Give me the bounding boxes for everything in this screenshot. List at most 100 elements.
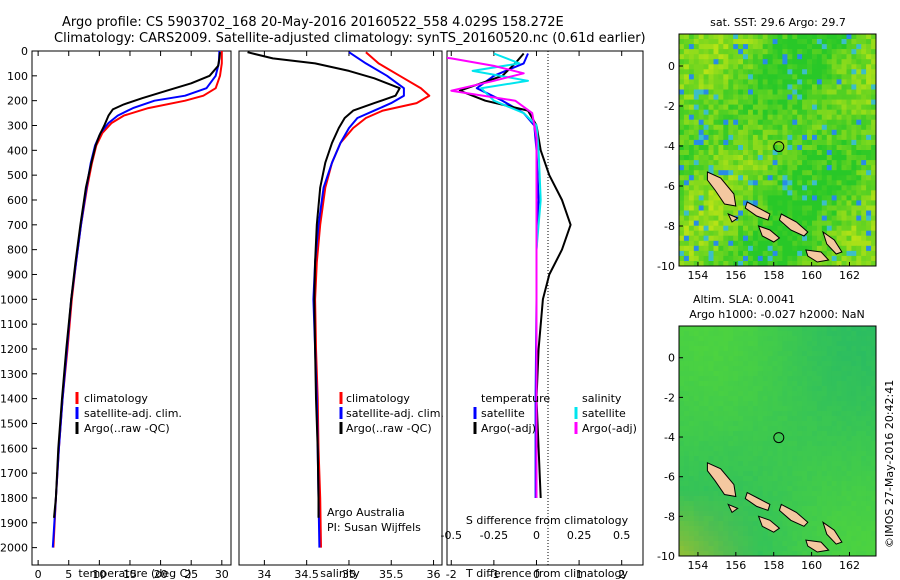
map-cell [782, 255, 788, 262]
map-cell [718, 536, 724, 542]
map-cell [713, 501, 719, 507]
map-cell [743, 64, 749, 70]
map-cell [708, 331, 714, 337]
map-cell [738, 155, 744, 161]
map-cell [738, 471, 744, 477]
map-cell [826, 94, 833, 101]
map-cell [698, 336, 705, 342]
map-cell [826, 160, 833, 166]
island [727, 213, 739, 223]
map-cell [812, 361, 818, 367]
map-cell [856, 69, 862, 75]
map-cell [688, 180, 695, 186]
map-cell [693, 200, 700, 206]
map-cell [777, 109, 783, 116]
map-cell [713, 109, 719, 116]
map-cell [743, 94, 749, 101]
map-cell [836, 336, 843, 342]
map-cell [816, 526, 823, 532]
map-cell [683, 64, 690, 70]
map-cell [723, 341, 729, 347]
map-cell [836, 94, 843, 101]
map-cell [762, 426, 769, 432]
map-cell [738, 461, 744, 467]
map-cell [871, 145, 876, 151]
map-cell [821, 69, 828, 75]
map-cell [871, 225, 876, 232]
x-tick-label: 162 [839, 269, 860, 282]
map-cell [708, 536, 714, 542]
map-cell [772, 386, 779, 392]
map-cell [787, 139, 793, 146]
map-cell [866, 170, 872, 176]
map-cell [693, 134, 700, 141]
map-cell [856, 230, 862, 237]
map-cell [772, 451, 779, 457]
map-cell [797, 124, 803, 131]
map-cell [846, 526, 852, 532]
map-cell [802, 486, 808, 492]
map-cell [688, 361, 695, 367]
map-cell [841, 456, 847, 462]
map-cell [743, 74, 749, 80]
map-cell [772, 326, 779, 332]
map-cell [679, 89, 685, 96]
map-cell [826, 145, 833, 151]
map-cell [723, 124, 729, 131]
map-cell [792, 155, 798, 161]
map-cell [866, 255, 872, 262]
map-cell [841, 351, 847, 357]
map-cell [767, 170, 774, 176]
map-cell [846, 109, 852, 116]
map-cell [831, 391, 838, 397]
map-cell [831, 180, 838, 186]
map-cell [708, 526, 714, 532]
map-cell [826, 114, 833, 121]
map-cell [821, 79, 828, 85]
map-cell [757, 205, 764, 212]
map-cell [772, 486, 779, 492]
figure-title-line1: Argo profile: CS 5903702_168 20-May-2016… [62, 15, 564, 30]
map-cell [866, 486, 872, 492]
map-cell [792, 346, 798, 352]
map-cell [807, 160, 813, 166]
map-cell [733, 481, 739, 487]
map-cell [683, 436, 690, 442]
map-cell [738, 129, 744, 136]
map-cell [688, 74, 695, 80]
map-cell [688, 381, 695, 387]
map-cell [782, 99, 788, 106]
map-cell [802, 245, 808, 252]
map-cell [856, 235, 862, 242]
map-cell [797, 160, 803, 166]
map-cell [777, 356, 783, 362]
map-cell [777, 205, 783, 212]
map-cell [757, 160, 764, 166]
map-cell [698, 119, 705, 126]
map-cell [866, 351, 872, 357]
map-cell [748, 521, 754, 527]
map-cell [679, 386, 685, 392]
map-cell [772, 124, 779, 131]
map-cell [802, 109, 808, 116]
map-cell [856, 336, 862, 342]
map-cell [792, 79, 798, 85]
map-cell [812, 185, 818, 191]
map-cell [782, 205, 788, 212]
map-cell [826, 366, 833, 372]
map-cell [836, 64, 843, 70]
map-cell [841, 99, 847, 106]
map-cell [762, 491, 769, 497]
map-cell [733, 426, 739, 432]
map-cell [743, 486, 749, 492]
map-cell [797, 441, 803, 447]
map-cell [846, 386, 852, 392]
map-cell [703, 551, 710, 556]
map-cell [723, 119, 729, 126]
map-cell [713, 511, 719, 517]
map-cell [787, 476, 793, 482]
map-cell [683, 521, 690, 527]
map-cell [679, 190, 685, 196]
map-cell [792, 371, 798, 377]
map-cell [812, 396, 818, 402]
